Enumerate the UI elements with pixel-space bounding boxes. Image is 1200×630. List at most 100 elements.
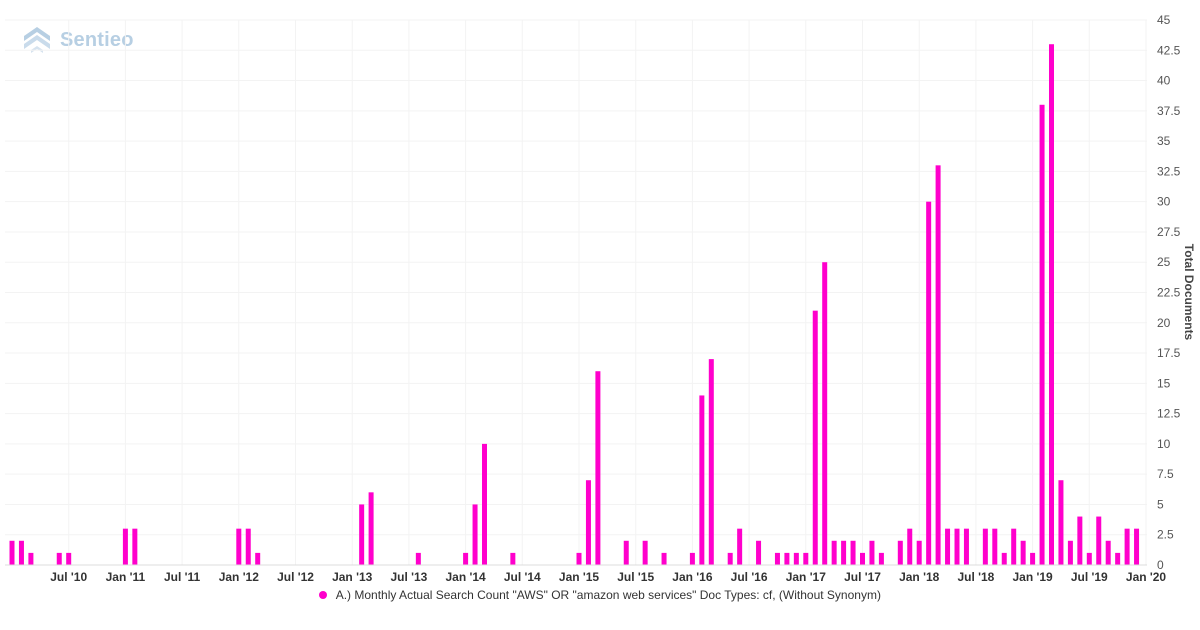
- bar[interactable]: [708, 359, 714, 565]
- bar[interactable]: [1124, 528, 1130, 565]
- y-tick-label: 25: [1157, 255, 1171, 269]
- bar[interactable]: [368, 492, 374, 565]
- bar[interactable]: [482, 443, 487, 565]
- y-tick-label: 5: [1157, 497, 1164, 511]
- bar[interactable]: [841, 540, 847, 565]
- bar[interactable]: [784, 552, 790, 565]
- bar[interactable]: [793, 552, 799, 565]
- bar[interactable]: [916, 540, 922, 565]
- bar[interactable]: [245, 528, 251, 565]
- bar[interactable]: [737, 528, 743, 565]
- bar[interactable]: [56, 552, 62, 565]
- x-axis: Jul '10 Jan '11 Jul '11 Jan '12 Jul '12 Jan '…: [5, 564, 1166, 584]
- y-tick-label: 7.5: [1157, 467, 1174, 481]
- bar[interactable]: [897, 540, 903, 565]
- y-tick-label: 12.5: [1157, 407, 1181, 421]
- bar[interactable]: [822, 262, 828, 565]
- bar[interactable]: [28, 552, 34, 565]
- y-tick-label: 32.5: [1157, 164, 1181, 178]
- bar[interactable]: [1105, 540, 1111, 565]
- bar[interactable]: [860, 552, 865, 565]
- y-tick-label: 42.5: [1157, 43, 1181, 57]
- bar[interactable]: [963, 528, 969, 565]
- bar[interactable]: [1058, 480, 1064, 565]
- x-tick-label: Jan '13: [332, 570, 373, 584]
- bar[interactable]: [774, 552, 780, 565]
- bar[interactable]: [1039, 104, 1045, 566]
- bar[interactable]: [255, 552, 261, 565]
- bar[interactable]: [1077, 516, 1083, 565]
- bar[interactable]: [1020, 540, 1026, 565]
- bar[interactable]: [1049, 44, 1054, 565]
- y-tick-label: 10: [1157, 437, 1171, 451]
- x-tick-label: Jan '16: [672, 570, 713, 584]
- x-tick-label: Jul '18: [957, 570, 994, 584]
- bar[interactable]: [1134, 528, 1140, 565]
- stacked-chevrons-icon: [24, 27, 50, 53]
- x-tick-label: Jan '15: [559, 570, 600, 584]
- bar[interactable]: [878, 552, 884, 565]
- bar[interactable]: [803, 552, 809, 565]
- bar[interactable]: [727, 552, 733, 565]
- x-tick-label: Jul '19: [1071, 570, 1108, 584]
- bar[interactable]: [66, 552, 72, 565]
- bar[interactable]: [9, 540, 15, 565]
- x-tick-label: Jan '19: [1012, 570, 1053, 584]
- bar[interactable]: [415, 552, 421, 565]
- bar[interactable]: [1001, 552, 1007, 565]
- x-tick-label: Jul '17: [844, 570, 881, 584]
- bar[interactable]: [812, 310, 818, 565]
- bar[interactable]: [926, 201, 932, 565]
- bar[interactable]: [1011, 528, 1017, 565]
- legend-marker: [319, 591, 328, 599]
- bar[interactable]: [122, 528, 128, 565]
- bar[interactable]: [576, 552, 582, 565]
- bar[interactable]: [642, 540, 648, 565]
- y-tick-label: 15: [1157, 376, 1171, 390]
- bar[interactable]: [18, 540, 24, 565]
- gridlines: [5, 19, 1147, 565]
- bar[interactable]: [954, 528, 960, 565]
- bar[interactable]: [699, 395, 705, 565]
- bar[interactable]: [982, 528, 988, 565]
- bar[interactable]: [585, 480, 591, 565]
- bar[interactable]: [595, 371, 601, 565]
- x-tick-label: Jul '15: [617, 570, 654, 584]
- bar[interactable]: [1115, 552, 1121, 565]
- bar[interactable]: [850, 540, 856, 565]
- bar-series: [9, 44, 1140, 566]
- bar[interactable]: [945, 528, 951, 565]
- bar[interactable]: [1030, 552, 1036, 565]
- bar[interactable]: [935, 165, 941, 566]
- x-tick-label: Jul '11: [164, 570, 201, 584]
- bar[interactable]: [510, 552, 516, 565]
- bar[interactable]: [359, 504, 365, 565]
- bar[interactable]: [661, 552, 667, 565]
- y-tick-label: 27.5: [1157, 225, 1181, 239]
- bar[interactable]: [132, 528, 138, 565]
- legend[interactable]: A.) Monthly Actual Search Count "AWS" OR…: [0, 588, 1200, 602]
- bar[interactable]: [756, 540, 762, 565]
- bar[interactable]: [831, 540, 837, 565]
- bar[interactable]: [472, 504, 478, 565]
- bar[interactable]: [1096, 516, 1102, 565]
- bar[interactable]: [689, 552, 695, 565]
- bar[interactable]: [1086, 552, 1092, 565]
- y-axis: 0 2.5 5 7.5 10 12.5 15 17.5 20 22.5 25 27.5 30 32.5 35…: [1157, 13, 1181, 572]
- bar[interactable]: [869, 540, 875, 565]
- y-tick-label: 35: [1157, 134, 1171, 148]
- x-tick-label: Jul '13: [390, 570, 427, 584]
- y-tick-label: 40: [1157, 74, 1171, 88]
- y-tick-label: 30: [1157, 195, 1171, 209]
- y-tick-label: 22.5: [1157, 286, 1181, 300]
- bar[interactable]: [907, 528, 913, 565]
- bar[interactable]: [623, 540, 629, 565]
- y-tick-label: 2.5: [1157, 528, 1174, 542]
- bar[interactable]: [236, 528, 242, 565]
- bar[interactable]: [1067, 540, 1073, 565]
- bar[interactable]: [463, 552, 469, 565]
- y-axis-title: Total Documents: [1182, 244, 1196, 341]
- bar[interactable]: [992, 528, 998, 565]
- x-tick-label: Jul '14: [504, 570, 541, 584]
